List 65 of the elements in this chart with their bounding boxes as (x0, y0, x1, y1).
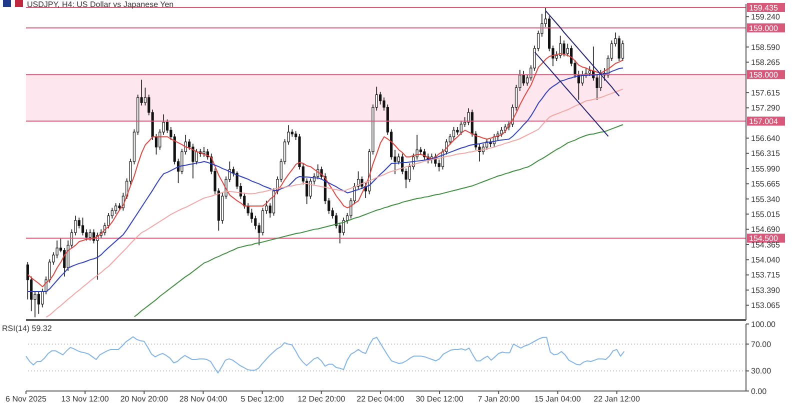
candlestick (460, 120, 462, 136)
x-tick-label: 6 Nov 2025 (6, 394, 48, 403)
y-tick-label: 153.065 (751, 301, 780, 310)
candlestick (261, 207, 264, 236)
candlestick (309, 178, 312, 200)
y-tick-label: 154.040 (751, 256, 780, 265)
candlestick (342, 217, 345, 236)
y-tick-label: 159.240 (751, 12, 780, 22)
x-tick-label: 30 Dec 12:00 (416, 394, 464, 403)
x-tick-label: 13 Nov 12:00 (61, 394, 110, 403)
candlestick (379, 91, 382, 105)
candlestick (588, 66, 591, 76)
y-tick-label: 0.00 (751, 386, 768, 396)
candlestick (500, 126, 503, 138)
y-tick-label: 155.340 (751, 194, 780, 204)
candlestick (522, 70, 525, 86)
candlestick (107, 212, 110, 229)
candlestick (37, 291, 40, 314)
y-tick-label: 100.00 (751, 320, 776, 329)
candlestick (562, 40, 566, 57)
ref-line-label: 158.000 (749, 70, 778, 80)
x-tick-label: 7 Jan 20:00 (478, 394, 520, 403)
candlestick (202, 146, 206, 158)
y-tick-label: 155.990 (751, 164, 780, 174)
y-tick-label: 153.390 (751, 286, 780, 295)
x-tick-label: 5 Dec 12:00 (240, 394, 284, 403)
y-tick-label: 153.715 (751, 270, 780, 280)
line-series (26, 336, 625, 374)
ref-line-label: 159.435 (749, 4, 778, 13)
line-series (545, 10, 620, 97)
candlestick (250, 208, 254, 224)
y-tick-label: 157.290 (751, 104, 780, 113)
y-tick-label: 155.015 (751, 210, 780, 219)
y-tick-label: 156.640 (751, 134, 780, 143)
chart-title: USDJPY, H4: US Dollar vs Japanese Yen (27, 0, 174, 9)
line-series (134, 124, 624, 318)
candlestick (618, 35, 620, 62)
y-tick-label: 157.615 (751, 88, 780, 98)
x-tick-label: 22 Dec 04:00 (356, 394, 405, 403)
chart-title: RSI(14) 59.32 (2, 324, 52, 333)
ref-line-label: 159.000 (749, 24, 778, 33)
y-tick-label: 158.265 (751, 58, 780, 68)
candlestick (81, 217, 84, 236)
x-tick-label: 22 Jan 12:00 (594, 394, 640, 403)
ref-line-label: 157.004 (749, 117, 778, 126)
y-tick-label: 158.590 (751, 42, 780, 52)
candlestick (254, 215, 257, 230)
x-tick-label: 12 Dec 20:00 (298, 394, 346, 403)
candlestick (166, 119, 169, 134)
candlestick (192, 143, 194, 179)
candlestick (78, 217, 80, 229)
x-tick-label: 28 Nov 04:00 (179, 394, 228, 403)
candlestick (114, 202, 118, 214)
y-tick-label: 155.665 (751, 180, 780, 189)
y-tick-label: 156.315 (751, 149, 780, 158)
x-tick-label: 20 Nov 20:00 (120, 394, 168, 403)
candlestick (26, 262, 29, 300)
x-tick-label: 15 Jan 04:00 (534, 394, 582, 403)
line-series (46, 88, 624, 318)
candlestick (452, 126, 456, 140)
y-tick-label: 70.00 (751, 340, 772, 349)
candlestick (195, 148, 198, 165)
y-tick-label: 30.00 (751, 366, 772, 376)
candlestick (621, 40, 624, 62)
y-tick-label: 154.690 (751, 225, 780, 234)
